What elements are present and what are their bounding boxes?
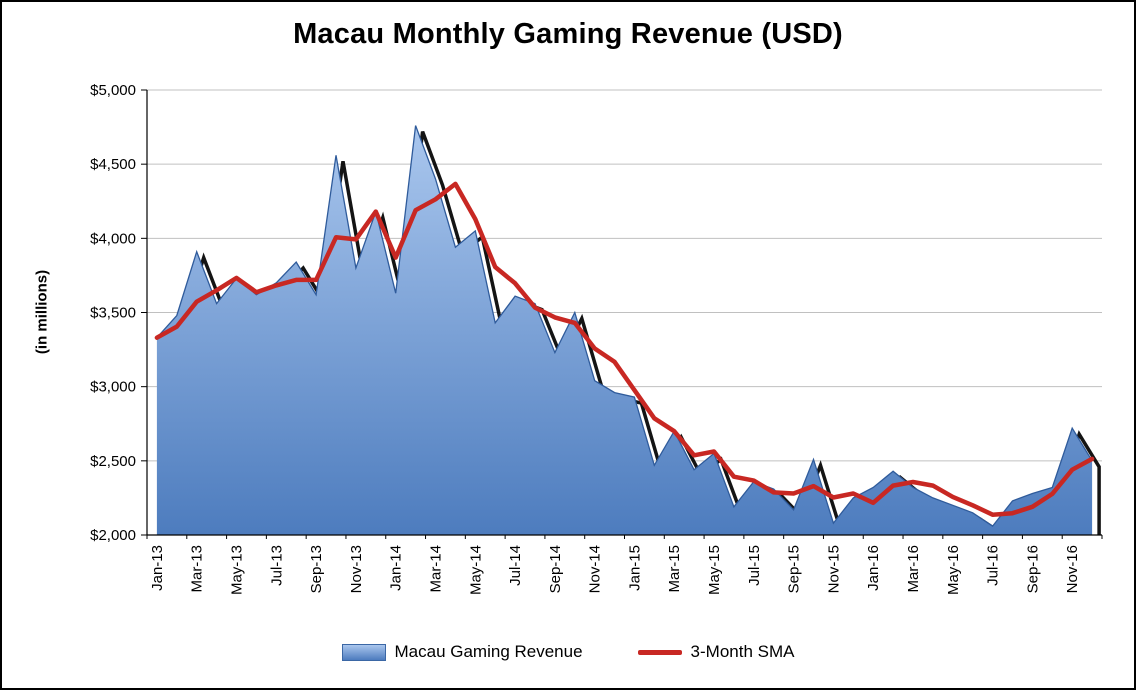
x-tick-label: Mar-13 xyxy=(189,545,206,593)
x-tick-label: Mar-15 xyxy=(666,545,683,593)
x-tick-label: May-13 xyxy=(229,545,246,595)
x-tick-label: Mar-16 xyxy=(905,545,922,593)
y-tick-label: $4,500 xyxy=(90,156,136,173)
x-tick-label: May-14 xyxy=(467,545,484,595)
legend-label-sma: 3-Month SMA xyxy=(690,642,795,661)
sma-line xyxy=(154,181,1095,517)
y-tick-label: $4,000 xyxy=(90,230,136,247)
legend-swatch-sma-line xyxy=(637,649,682,655)
gridlines: $2,000 $2,500 $3,000 $3,500 $4,000 $4,500 $5,0… xyxy=(90,82,1102,544)
x-tick-label: Sep-13 xyxy=(308,545,325,593)
y-tick-label: $2,000 xyxy=(90,527,136,544)
y-tick-label: $3,000 xyxy=(90,379,136,396)
x-tick-label: Jan-13 xyxy=(149,545,166,591)
legend: Macau Gaming Revenue 3-Month SMA xyxy=(2,642,1134,662)
x-tick-label: May-16 xyxy=(945,545,962,595)
y-tick-label: $5,000 xyxy=(90,82,136,99)
chart-title: Macau Monthly Gaming Revenue (USD) xyxy=(293,18,843,50)
x-tick-label: Jan-16 xyxy=(865,545,882,591)
x-axis-labels: Jan-13 Mar-13 May-13 Jul-13 Sep-13 Nov-13 Jan-… xyxy=(146,535,1103,595)
x-tick-label: Jul-14 xyxy=(507,545,524,586)
legend-label-revenue: Macau Gaming Revenue xyxy=(394,642,583,661)
x-tick-label: Jul-15 xyxy=(746,545,763,586)
x-tick-label: Sep-16 xyxy=(1024,545,1041,593)
x-tick-label: Jul-13 xyxy=(268,545,285,586)
x-tick-label: Sep-14 xyxy=(547,545,564,593)
revenue-area xyxy=(156,125,1093,535)
y-tick-label: $2,500 xyxy=(90,453,136,470)
y-tick-label: $3,500 xyxy=(90,305,136,322)
x-tick-label: Nov-13 xyxy=(348,545,365,593)
revenue-area-edge xyxy=(156,125,1093,527)
x-tick-label: Jul-16 xyxy=(985,545,1002,586)
x-tick-label: Sep-15 xyxy=(786,545,803,593)
x-tick-label: Mar-14 xyxy=(427,545,444,593)
legend-swatch-revenue-area xyxy=(341,643,386,661)
x-tick-label: Jan-14 xyxy=(388,545,405,591)
x-tick-label: Nov-16 xyxy=(1064,545,1081,593)
x-tick-label: Jan-15 xyxy=(626,545,643,591)
x-tick-label: Nov-15 xyxy=(825,545,842,593)
x-tick-label: Nov-14 xyxy=(587,545,604,593)
x-tick-label: May-15 xyxy=(706,545,723,595)
